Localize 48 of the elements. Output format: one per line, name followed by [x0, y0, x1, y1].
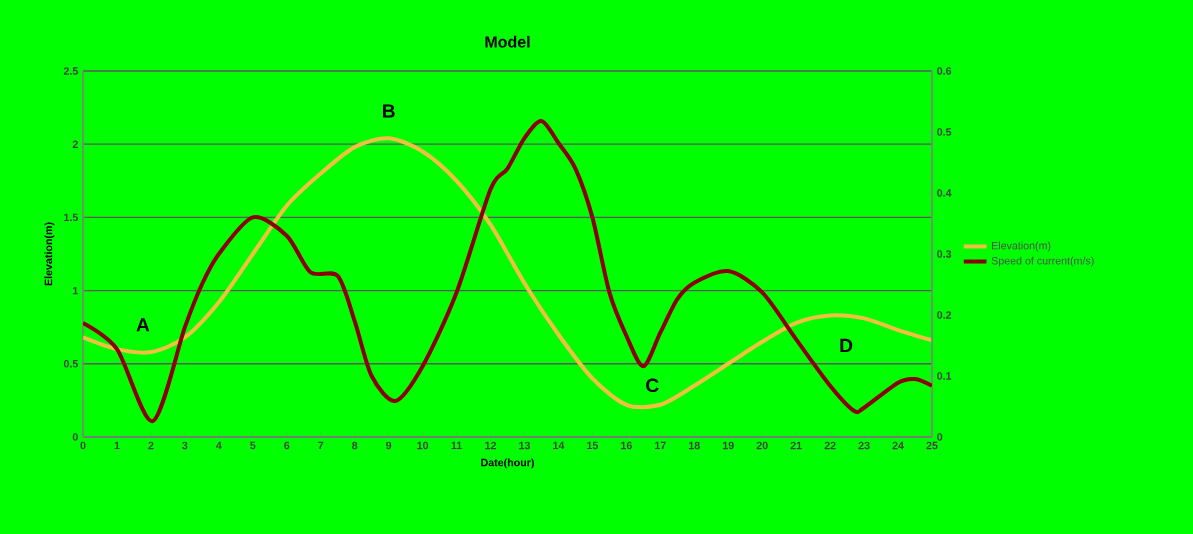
- x-tick-label: 3: [182, 441, 188, 450]
- x-tick-label: 17: [655, 441, 666, 450]
- x-tick-label: 24: [892, 441, 904, 450]
- x-tick-label: 4: [216, 441, 222, 450]
- x-tick-label: 7: [318, 441, 324, 450]
- x-axis-title: Date(hour): [481, 458, 534, 469]
- annotation: C: [646, 378, 659, 393]
- y-tick-label: 1.5: [64, 213, 78, 222]
- x-tick-label: 11: [451, 441, 462, 450]
- y-axis-title: Elevation(m): [44, 222, 55, 286]
- x-tick-label: 22: [824, 441, 836, 450]
- chart-title: Model: [485, 35, 530, 48]
- y2-tick-label: 0.4: [937, 189, 952, 197]
- x-tick-label: 12: [485, 441, 497, 450]
- x-tick-label: 13: [519, 441, 531, 450]
- x-tick-label: 23: [858, 441, 870, 450]
- y-tick-label: 1: [73, 286, 78, 295]
- y-tick-label: 2.5: [63, 67, 78, 75]
- x-tick-label: 1: [114, 441, 120, 450]
- annotation: B: [382, 104, 395, 118]
- x-tick-label: 18: [689, 441, 700, 450]
- annotation: A: [136, 318, 150, 332]
- legend-label: Elevation(m): [992, 241, 1051, 252]
- x-tick-label: 6: [284, 441, 290, 450]
- y2-tick-label: 0.2: [937, 311, 952, 319]
- y2-tick-label: 0.1: [937, 372, 952, 380]
- y2-tick-label: 0: [937, 433, 943, 441]
- x-tick-label: 16: [621, 441, 632, 450]
- x-tick-label: 25: [926, 441, 938, 450]
- legend-label: Speed of current(m/s): [991, 256, 1094, 267]
- x-tick-label: 5: [250, 441, 256, 450]
- y-tick-label: 0.5: [63, 360, 78, 368]
- x-tick-label: 0: [80, 441, 86, 450]
- x-tick-label: 8: [352, 441, 358, 450]
- x-tick-label: 2: [148, 441, 154, 450]
- y-tick-label: 2: [72, 140, 78, 148]
- x-tick-label: 19: [722, 441, 734, 450]
- x-tick-label: 14: [553, 441, 565, 450]
- x-tick-label: 20: [756, 441, 768, 450]
- annotation: D: [840, 338, 853, 353]
- y-tick-label: 0: [72, 433, 78, 441]
- y2-tick-label: 0.5: [937, 128, 952, 136]
- y2-tick-label: 0.3: [937, 250, 952, 258]
- y2-tick-label: 0.6: [937, 67, 952, 75]
- x-tick-label: 21: [790, 441, 802, 450]
- x-tick-label: 15: [587, 441, 599, 450]
- x-tick-label: 10: [417, 441, 429, 450]
- x-tick-label: 9: [386, 441, 392, 450]
